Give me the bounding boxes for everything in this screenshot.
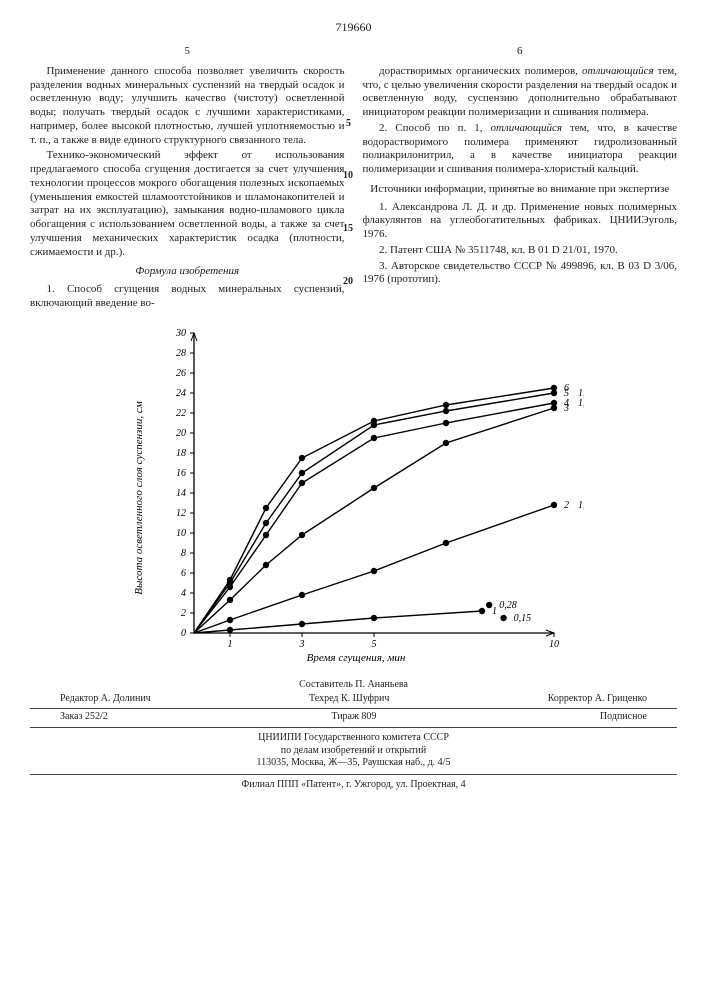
svg-text:2: 2 <box>181 608 186 619</box>
svg-text:14: 14 <box>176 488 186 499</box>
txt: дорастворимых органических полимеров, <box>379 65 582 77</box>
editor: Редактор А. Долинич <box>60 693 151 706</box>
emph: отличающийся <box>582 65 654 77</box>
formula-heading: Формула изобретения <box>30 265 345 279</box>
line-marker: 10 <box>343 170 353 183</box>
right-para-1: дорастворимых органических полимеров, от… <box>363 65 678 120</box>
tirage: Тираж 809 <box>331 711 376 724</box>
svg-text:4: 4 <box>181 588 186 599</box>
org-line-1: ЦНИИПИ Государственного комитета СССР <box>30 732 677 745</box>
sources-heading: Источники информации, принятые во вниман… <box>363 183 678 197</box>
svg-text:5: 5 <box>371 639 376 650</box>
svg-text:10: 10 <box>176 528 186 539</box>
col-page-num-right: 6 <box>363 45 678 59</box>
svg-text:3: 3 <box>563 403 569 414</box>
col-page-num-left: 5 <box>30 45 345 59</box>
svg-text:12: 12 <box>176 508 186 519</box>
left-para-1: Применение данного способа позволяет уве… <box>30 65 345 148</box>
left-column: 5 Применение данного способа позволяет у… <box>30 45 345 313</box>
org-line-2: по делам изобретений и открытий <box>30 745 677 758</box>
formula-item-1: 1. Способ сгущения водных минеральных су… <box>30 283 345 311</box>
svg-text:26: 26 <box>176 368 186 379</box>
svg-text:2: 2 <box>564 500 569 511</box>
svg-text:1: 1 <box>227 639 232 650</box>
svg-text:28: 28 <box>176 348 186 359</box>
svg-text:6: 6 <box>181 568 186 579</box>
svg-text:18: 18 <box>176 448 186 459</box>
source-1: 1. Александрова Л. Д. и др. Применение н… <box>363 201 678 242</box>
svg-text:10: 10 <box>549 639 559 650</box>
svg-text:3: 3 <box>298 639 304 650</box>
svg-text:1,90: 1,90 <box>578 398 584 409</box>
source-3: 3. Авторское свидетельство СССР № 499896… <box>363 260 678 288</box>
svg-text:30: 30 <box>175 328 186 339</box>
svg-text:1,20: 1,20 <box>578 500 584 511</box>
source-2: 2. Патент США № 3511748, кл. B 01 D 21/0… <box>363 244 678 258</box>
chart-container: 02468101214161820222426283013510Время сг… <box>30 323 677 663</box>
tech-editor: Техред К. Шуфрич <box>309 693 389 706</box>
two-column-text: 5 Применение данного способа позволяет у… <box>30 45 677 313</box>
left-para-2: Технико-экономический эффект от использо… <box>30 149 345 259</box>
thickening-chart: 02468101214161820222426283013510Время сг… <box>124 323 584 663</box>
svg-text:0,15: 0,15 <box>513 613 531 624</box>
svg-text:16: 16 <box>176 468 186 479</box>
right-column: 6 дорастворимых органических полимеров, … <box>363 45 678 313</box>
svg-text:1: 1 <box>492 606 497 617</box>
org-address: 113035, Москва, Ж—35, Раушская наб., д. … <box>30 757 677 770</box>
svg-text:24: 24 <box>176 388 186 399</box>
order-num: Заказ 252/2 <box>60 711 108 724</box>
compiler: Составитель П. Ананьева <box>30 679 677 692</box>
txt: 2. Способ по п. 1, <box>379 122 490 134</box>
svg-text:22: 22 <box>176 408 186 419</box>
emph: отличающийся <box>490 122 562 134</box>
corrector: Корректор А. Гриценко <box>548 693 647 706</box>
doc-number: 719660 <box>30 20 677 35</box>
line-marker: 5 <box>346 118 351 131</box>
branch-line: Филиал ППП «Патент», г. Ужгород, ул. Про… <box>30 779 677 792</box>
signed: Подписное <box>600 711 647 724</box>
svg-text:0,28: 0,28 <box>499 600 517 611</box>
svg-text:8: 8 <box>181 548 186 559</box>
svg-text:Время сгущения, мин: Время сгущения, мин <box>306 652 405 663</box>
page-body: 719660 5 Применение данного способа позв… <box>30 20 677 791</box>
right-para-2: 2. Способ по п. 1, отличающийся тем, что… <box>363 122 678 177</box>
svg-text:Высота осветленного слоя суспе: Высота осветленного слоя суспензии, см <box>133 401 145 595</box>
svg-text:20: 20 <box>176 428 186 439</box>
line-marker: 20 <box>343 276 353 289</box>
imprint-footer: Составитель П. Ананьева Редактор А. Доли… <box>30 679 677 792</box>
svg-text:0: 0 <box>181 628 186 639</box>
line-marker: 15 <box>343 223 353 236</box>
